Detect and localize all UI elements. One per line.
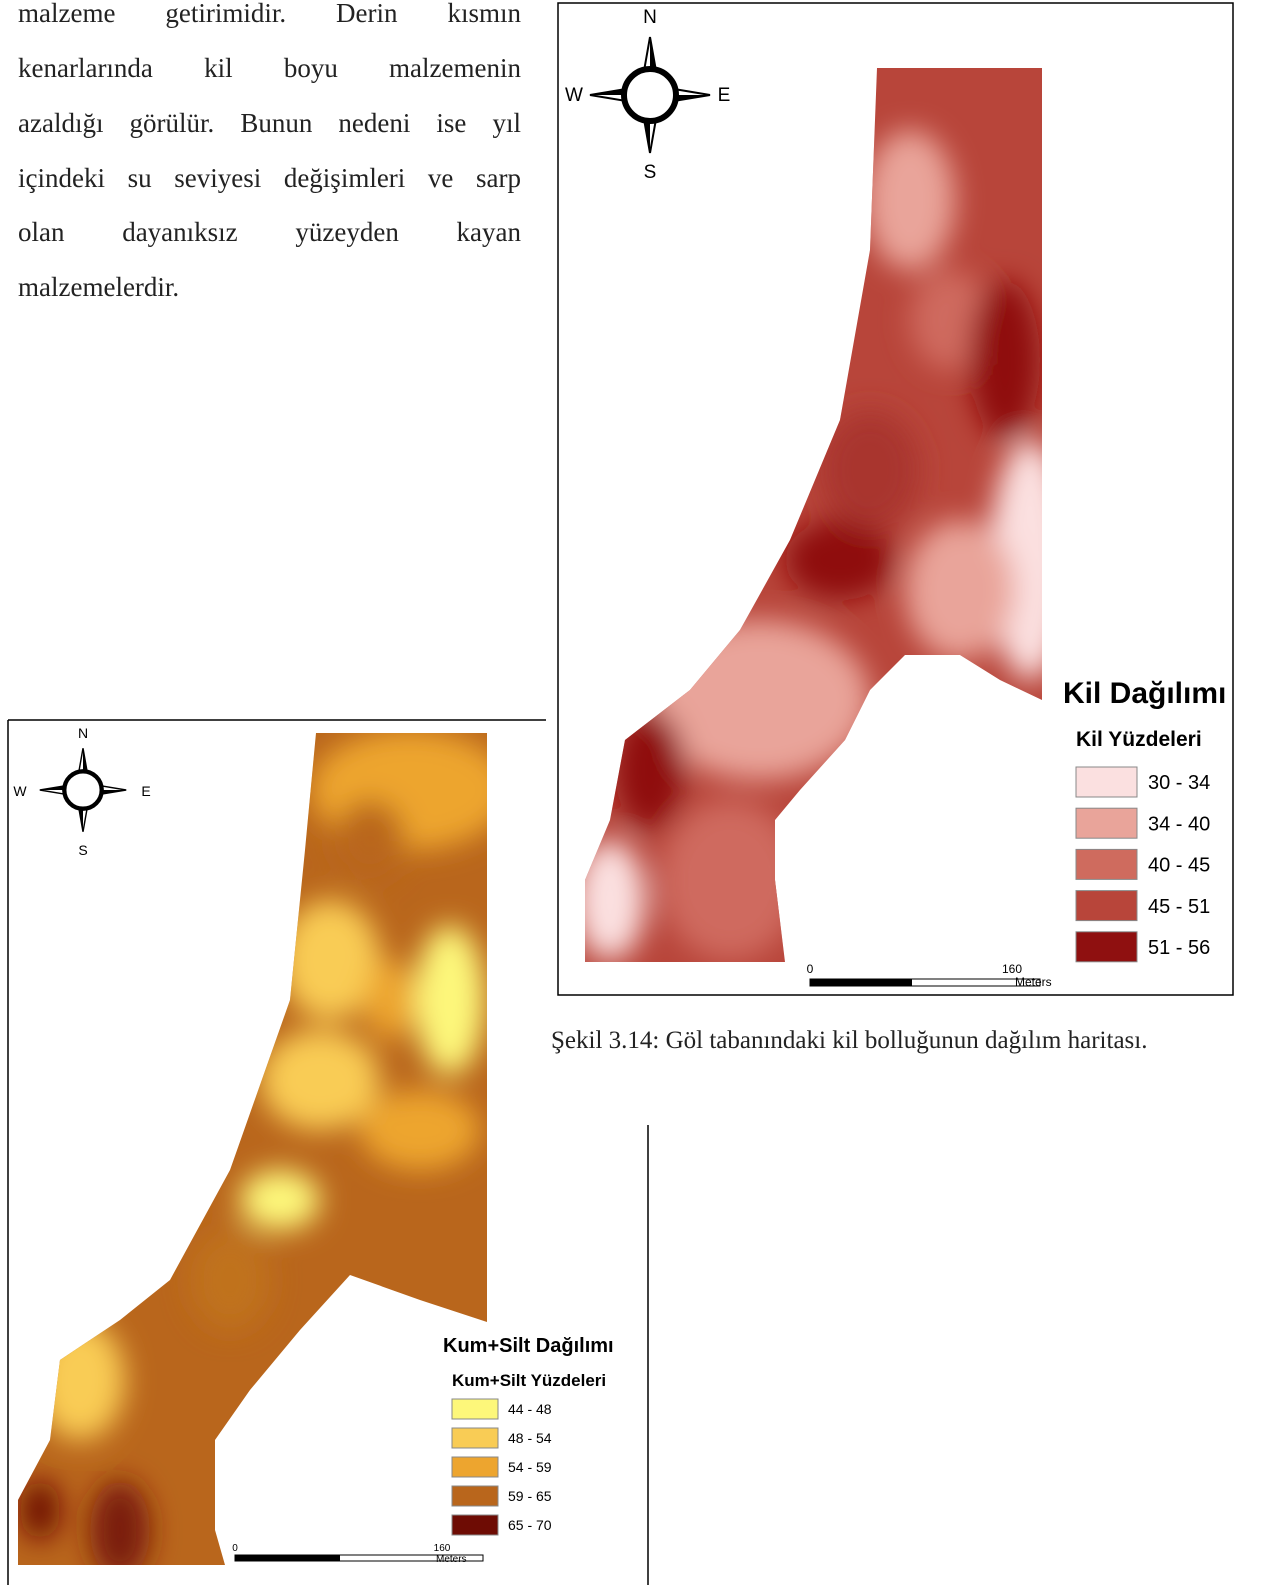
compass xyxy=(590,37,710,153)
legend-swatch xyxy=(452,1486,498,1506)
compass-w: W xyxy=(565,85,583,106)
legend-swatch xyxy=(1076,808,1137,838)
compass-w: W xyxy=(13,783,27,799)
legend-swatch xyxy=(1076,849,1137,879)
legend-swatch xyxy=(1076,891,1137,921)
legend-label: 44 - 48 xyxy=(508,1401,552,1417)
legend-label: 30 - 34 xyxy=(1148,772,1210,794)
legend-swatch xyxy=(452,1457,498,1477)
legend-subtitle: Kum+Silt Yüzdeleri xyxy=(452,1371,606,1390)
legend-title: Kil Dağılımı xyxy=(1063,677,1226,710)
scale-unit: Meters xyxy=(436,1554,467,1565)
legend-label: 48 - 54 xyxy=(508,1430,552,1446)
legend-label: 45 - 51 xyxy=(1148,896,1210,918)
legend-subtitle: Kil Yüzdeleri xyxy=(1076,728,1202,751)
legend-label: 54 - 59 xyxy=(508,1459,552,1475)
clay-map xyxy=(575,60,1070,970)
scale-end: 160 xyxy=(1002,962,1022,976)
scale-start: 0 xyxy=(232,1543,238,1554)
legend-label: 51 - 56 xyxy=(1148,937,1210,959)
compass-n: N xyxy=(643,7,657,28)
compass-s: S xyxy=(644,162,657,183)
legend-label: 59 - 65 xyxy=(508,1488,552,1504)
legend-title: Kum+Silt Dağılımı xyxy=(443,1335,614,1357)
legend-swatch xyxy=(1076,767,1137,797)
legend-swatch xyxy=(452,1428,498,1448)
legend-label: 34 - 40 xyxy=(1148,813,1210,835)
legend-swatch xyxy=(1076,932,1137,962)
compass-e: E xyxy=(141,783,150,799)
legend-swatch xyxy=(452,1515,498,1535)
page: {"text":{"lines":["malzeme getirimidir. … xyxy=(0,0,1264,1585)
legend-label: 65 - 70 xyxy=(508,1517,552,1533)
compass xyxy=(40,748,126,832)
compass-s: S xyxy=(78,842,87,858)
legend-label: 40 - 45 xyxy=(1148,855,1210,877)
figures: N S W E Kil Dağılımı Kil Yüzdeleri 0 160… xyxy=(0,0,1264,1585)
compass-e: E xyxy=(718,85,731,106)
scale-start: 0 xyxy=(807,962,814,976)
scale-unit: Meters xyxy=(1015,975,1052,989)
compass-n: N xyxy=(78,725,88,741)
scale-bar xyxy=(810,979,1040,986)
legend-swatch xyxy=(452,1399,498,1419)
scale-end: 160 xyxy=(434,1543,451,1554)
